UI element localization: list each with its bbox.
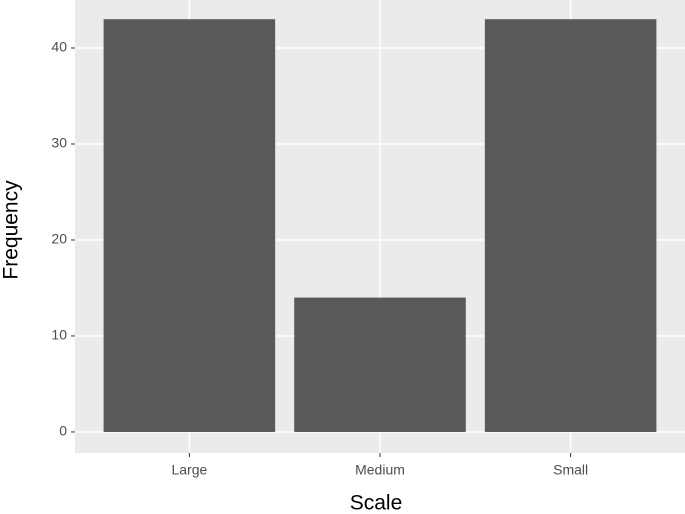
- x-tick-label: Large: [171, 462, 207, 478]
- x-tick-label: Medium: [355, 462, 405, 478]
- y-tick-label: 30: [51, 135, 67, 151]
- bar: [484, 19, 657, 432]
- y-tick-label: 20: [51, 231, 67, 247]
- y-tick-label: 0: [59, 423, 67, 439]
- y-axis-title: Frequency: [0, 180, 23, 280]
- bar: [103, 19, 276, 432]
- bar: [294, 297, 466, 432]
- y-tick-label: 40: [51, 39, 67, 55]
- x-tick-label: Small: [553, 462, 588, 478]
- x-axis-title: Scale: [350, 492, 403, 514]
- y-tick-label: 10: [51, 327, 67, 343]
